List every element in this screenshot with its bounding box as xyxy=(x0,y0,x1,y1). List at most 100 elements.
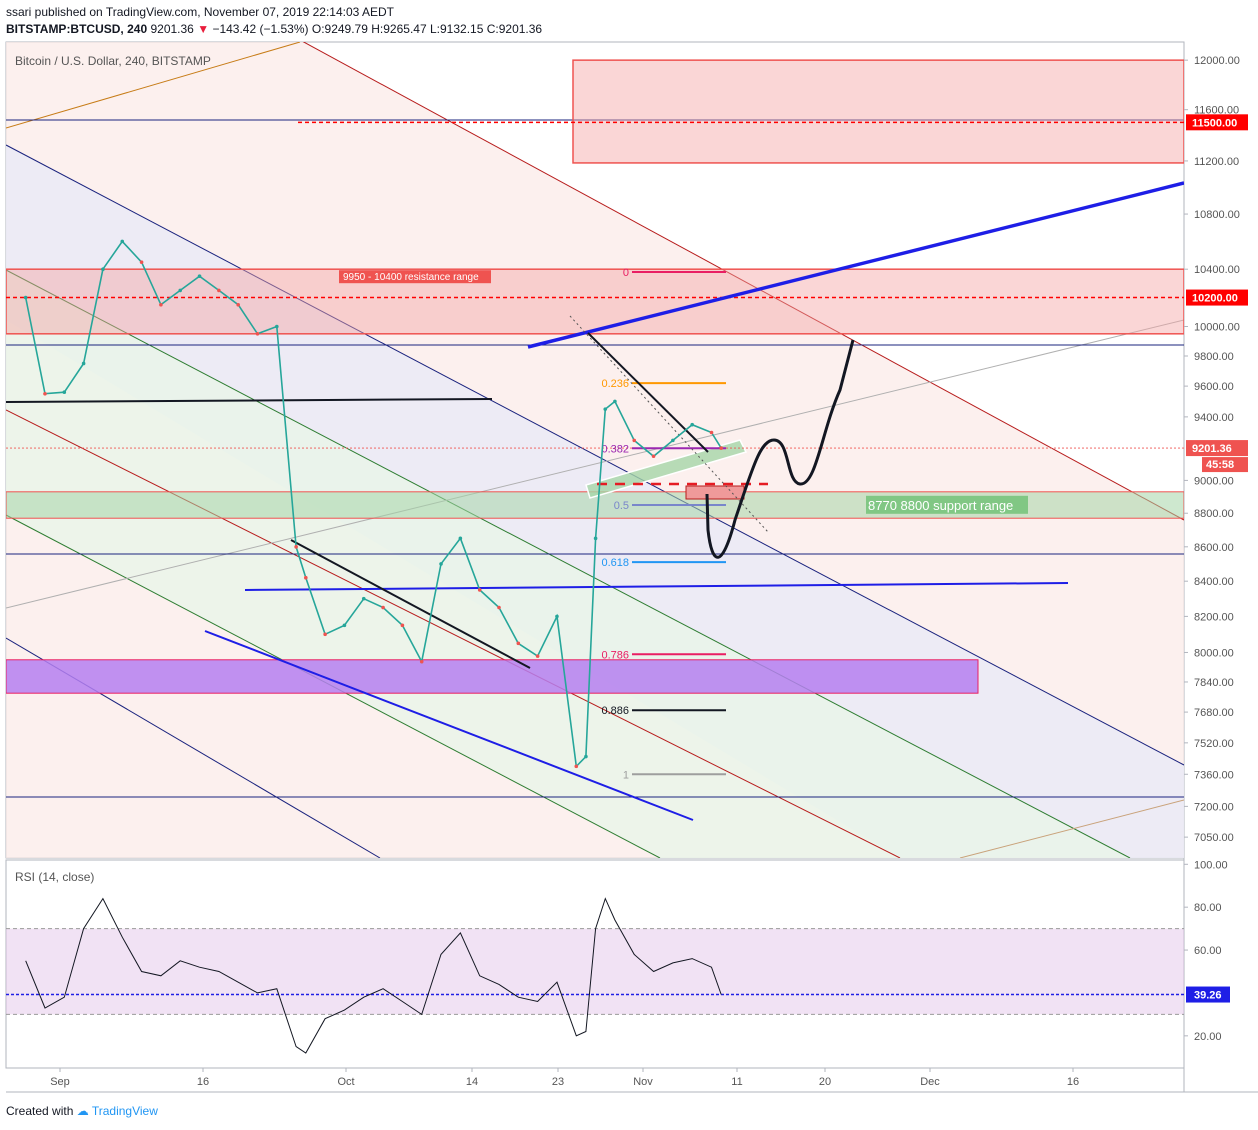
price-point-18 xyxy=(361,596,366,601)
price-point-1 xyxy=(43,391,47,396)
x-tick-label-5: Nov xyxy=(633,1076,653,1088)
x-tick-label-4: 23 xyxy=(552,1076,564,1088)
price-change: −143.42 (−1.53%) xyxy=(212,22,309,36)
price-point-31 xyxy=(593,536,598,541)
fib-label-5: 0.786 xyxy=(601,649,629,661)
axis-price-bg-1 xyxy=(1186,289,1248,306)
x-tick-label-9: 16 xyxy=(1067,1076,1079,1088)
y-tick-label-4: 10400.00 xyxy=(1194,264,1240,276)
footer: Created with ☁ TradingView xyxy=(6,1104,158,1118)
purple-demand-zone xyxy=(6,659,979,694)
rsi-pane xyxy=(5,859,1185,1069)
y-tick-label-13: 8200.00 xyxy=(1194,611,1234,623)
rsi-drawings xyxy=(6,897,1184,1054)
price-point-37 xyxy=(690,422,694,427)
resistance-label: 9950 - 10400 resistance range xyxy=(343,272,479,283)
trend-gray-line xyxy=(6,319,1184,609)
y-tick-label-5: 10000.00 xyxy=(1194,321,1240,333)
price-point-26 xyxy=(516,641,521,646)
y-tick-label-1: 11600.00 xyxy=(1194,105,1239,117)
y-tick-label-3: 10800.00 xyxy=(1194,209,1240,221)
resistance-label-bg xyxy=(339,270,491,284)
axis-price-bg-0 xyxy=(1186,114,1248,131)
black-horizontal-line xyxy=(6,398,493,403)
rsi-tick-label-3: 20.00 xyxy=(1194,1031,1222,1043)
price-point-0 xyxy=(23,295,28,300)
price-point-29 xyxy=(574,764,579,769)
y-tick-label-12: 8400.00 xyxy=(1194,576,1234,588)
y-tick-label-18: 7360.00 xyxy=(1194,769,1234,781)
price-drawings: 0 0.236 0.382 0.5 0.618 0.786 0.886 1 9950 - 104… xyxy=(6,42,1184,858)
price-point-22 xyxy=(439,562,443,566)
created-with-label: Created with xyxy=(6,1104,74,1118)
price-point-28 xyxy=(555,614,559,619)
x-tick-label-3: 14 xyxy=(466,1076,478,1088)
black-trend-line-1 xyxy=(290,539,531,669)
rsi-pane-title: RSI (14, close) xyxy=(15,870,94,884)
price-point-27 xyxy=(535,654,540,658)
price-point-8 xyxy=(178,288,183,293)
y-tick-label-2: 11200.00 xyxy=(1194,156,1239,168)
price-point-32 xyxy=(603,407,608,411)
price-point-17 xyxy=(342,623,347,628)
blue-lower-line xyxy=(204,630,694,821)
price-point-19 xyxy=(381,605,385,610)
price-point-5 xyxy=(120,239,125,244)
x-tick-label-0: Sep xyxy=(50,1076,70,1088)
price-point-34 xyxy=(632,438,637,443)
axis-price-label-1: 10200.00 xyxy=(1192,293,1238,305)
x-tick-label-1: 16 xyxy=(197,1076,209,1088)
x-tick-label-6: 11 xyxy=(731,1076,742,1088)
price-point-25 xyxy=(497,605,501,610)
high-value: H:9265.47 xyxy=(371,22,427,36)
price-point-20 xyxy=(400,623,405,628)
fib-label-3: 0.5 xyxy=(614,500,629,512)
down-arrow-icon: ▼ xyxy=(197,22,210,36)
blue-trend-line xyxy=(527,181,1184,349)
price-point-38 xyxy=(709,430,714,435)
price-point-12 xyxy=(255,332,260,336)
rsi-band xyxy=(6,928,1184,1015)
fib-label-6: 0.886 xyxy=(601,705,629,717)
close-value: C:9201.36 xyxy=(486,22,543,36)
fib-label-1: 0.236 xyxy=(601,378,629,390)
channel-green-top xyxy=(6,269,1131,858)
tradingview-logo-icon: ☁ xyxy=(76,1104,89,1118)
price-point-15 xyxy=(304,575,308,580)
price-point-39 xyxy=(719,446,723,450)
open-value: O:9249.79 xyxy=(311,22,368,36)
support-label: 8770 8800 support range xyxy=(868,498,1013,513)
x-tick-label-2: Oct xyxy=(337,1076,354,1088)
projected-path xyxy=(705,339,855,559)
y-tick-label-7: 9600.00 xyxy=(1194,381,1234,393)
resistance-zone xyxy=(6,268,1184,335)
axis-price-label-0: 11500.00 xyxy=(1192,117,1237,129)
fib-label-2: 0.382 xyxy=(601,443,629,455)
price-point-14 xyxy=(294,545,298,549)
dotted-trend-line xyxy=(569,315,769,533)
price-point-7 xyxy=(159,302,163,307)
symbol: BITSTAMP:BTCUSD, 240 xyxy=(6,22,148,36)
rsi-current-bg xyxy=(1186,986,1230,1003)
tradingview-brand: TradingView xyxy=(91,1104,158,1118)
channel-red-bottom xyxy=(6,409,901,858)
price-point-23 xyxy=(458,536,463,541)
y-tick-label-6: 9800.00 xyxy=(1194,351,1234,363)
price-point-9 xyxy=(197,274,202,279)
ohlc-line: BITSTAMP:BTCUSD, 240 9201.36 ▼ −143.42 (… xyxy=(6,22,542,36)
price-point-24 xyxy=(477,588,482,592)
y-tick-label-11: 8600.00 xyxy=(1194,542,1234,554)
y-tick-label-8: 9400.00 xyxy=(1194,412,1234,424)
x-tick-label-8: Dec xyxy=(920,1076,940,1088)
published-line: ssari published on TradingView.com, Nove… xyxy=(6,5,395,19)
price-point-3 xyxy=(81,361,86,366)
low-value: L:9132.15 xyxy=(429,22,484,36)
fib-label-0: 0 xyxy=(623,267,629,279)
trend-tan-line xyxy=(959,799,1184,858)
price-point-36 xyxy=(671,438,675,443)
axis-price-label-2: 9201.36 xyxy=(1192,443,1232,455)
x-tick-label-7: 20 xyxy=(819,1076,831,1088)
channel-blue-top xyxy=(6,144,1184,766)
trend-orange-line xyxy=(6,42,301,129)
